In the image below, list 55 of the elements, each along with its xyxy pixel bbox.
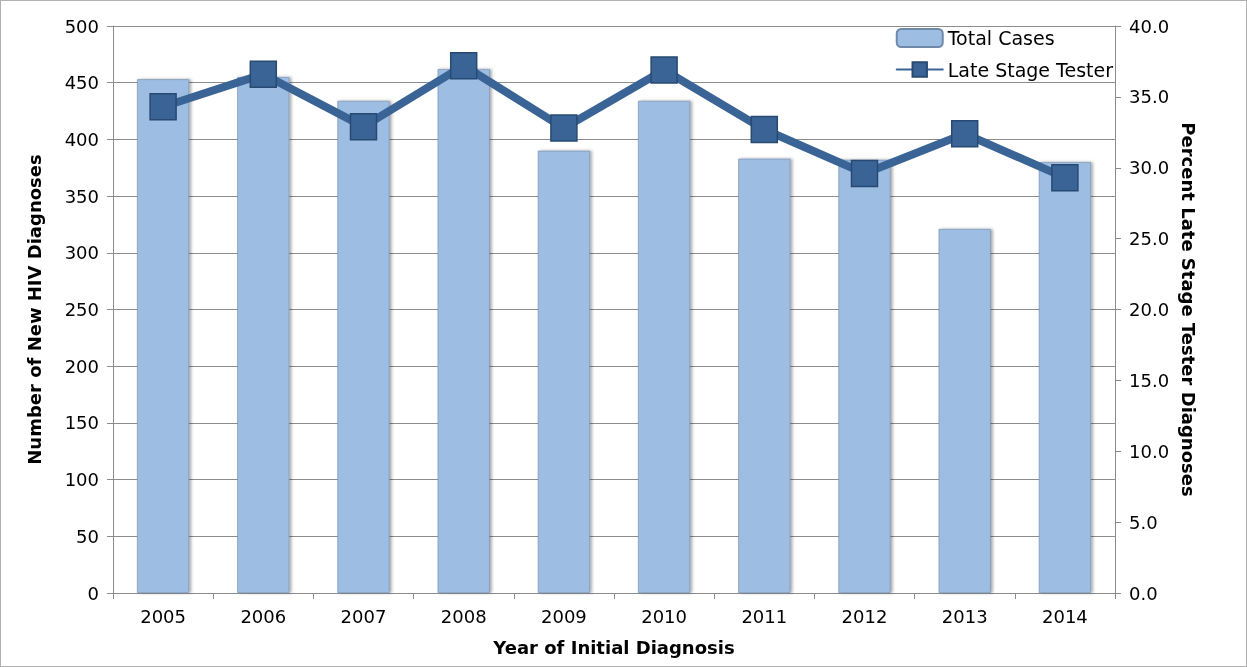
x-tick-label: 2009: [540, 605, 587, 627]
y-tick-label: 400: [64, 128, 99, 150]
x-tick-label: 2012: [841, 605, 888, 627]
y-tick-label: 450: [64, 72, 99, 94]
bar: [537, 150, 590, 593]
bar: [337, 100, 390, 593]
x-tick-label: 2010: [641, 605, 688, 627]
bar: [1038, 162, 1091, 593]
point: [349, 112, 378, 141]
x-tick-label: 2006: [240, 605, 287, 627]
point: [449, 51, 478, 80]
y2-tick-label: 15.0: [1129, 369, 1170, 391]
bar: [638, 100, 691, 593]
y-tick-label: 50: [76, 525, 99, 547]
x-tick-label: 2005: [140, 605, 187, 627]
y2-tick-label: 35.0: [1129, 86, 1170, 108]
point: [850, 159, 879, 188]
y-tick-label: 0: [87, 582, 99, 604]
point: [149, 93, 177, 121]
y2-tick-label: 10.0: [1129, 440, 1170, 462]
bar: [738, 158, 791, 593]
point: [650, 56, 678, 84]
y-tick-label: 150: [64, 412, 99, 434]
bar: [437, 69, 490, 593]
bar: [938, 228, 991, 593]
y2-tick-label: 5.0: [1129, 511, 1158, 533]
bar: [838, 159, 891, 593]
bar: [237, 77, 290, 593]
y-tick-label: 100: [64, 469, 99, 491]
y2-tick-label: 20.0: [1129, 299, 1170, 320]
legend-label: Late Stage Tester: [947, 58, 1114, 81]
x-axis-title: Year of Initial Diagnosis: [492, 636, 735, 658]
y2-tick-label: 30.0: [1129, 157, 1170, 179]
y-axis-title: Number of New HIV Diagnoses: [23, 154, 45, 465]
y2-tick-label: 0.0: [1129, 582, 1158, 604]
bar: [137, 79, 190, 593]
y-tick-label: 350: [64, 185, 99, 207]
y2-tick-label: 40.0: [1129, 15, 1170, 37]
legend-label: Total Cases: [946, 27, 1055, 49]
x-tick-label: 2013: [941, 605, 988, 627]
x-tick-label: 2008: [440, 605, 487, 627]
y-tick-label: 250: [64, 299, 99, 320]
point: [550, 114, 578, 142]
y-tick-label: 500: [64, 15, 99, 37]
y2-tick-label: 25.0: [1129, 228, 1170, 250]
y-tick-label: 300: [64, 242, 99, 264]
point: [249, 60, 278, 88]
point: [750, 115, 779, 144]
x-tick-label: 2011: [741, 605, 788, 627]
x-tick-label: 2007: [340, 605, 387, 627]
point: [1051, 163, 1079, 192]
x-tick-label: 2014: [1041, 605, 1088, 627]
y2-axis-title: Percent Late Stage Tester Diagnoses: [1178, 122, 1200, 497]
y-tick-label: 200: [64, 355, 99, 377]
point: [950, 119, 979, 148]
